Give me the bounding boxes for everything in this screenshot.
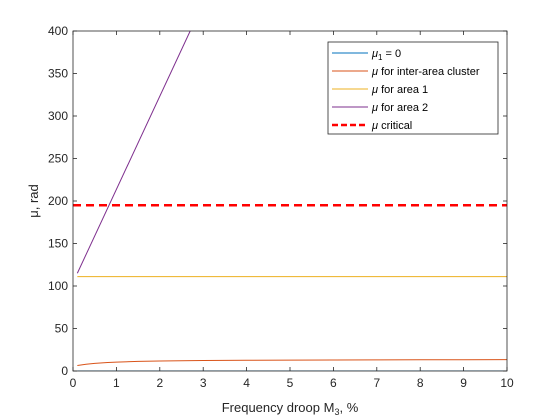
x-axis-label-subscript: 3 [334,407,339,417]
x-tick-label: 2 [156,376,163,390]
x-ticks: 0 1 2 3 4 5 6 7 8 9 10 [70,31,514,390]
x-tick-label: 4 [243,376,250,390]
y-tick-label: 50 [55,322,69,336]
series-line-1 [77,359,507,366]
legend-text: for inter-area cluster [378,66,480,78]
legend-symbol: μ [371,84,378,96]
legend-entry-1: μ for inter-area cluster [371,66,480,78]
x-tick-label: 8 [417,376,424,390]
legend-text: critical [378,120,412,132]
legend-text: for area 2 [378,102,428,114]
legend-text: = 0 [382,48,401,60]
legend-symbol: μ [371,120,378,132]
legend-subscript: 1 [378,53,383,62]
series-layer [73,31,507,371]
y-tick-label: 0 [61,364,68,378]
legend-symbol: μ [371,48,378,60]
x-axis-label: Frequency droop M3, % [222,400,359,417]
x-tick-label: 6 [330,376,337,390]
x-tick-label: 0 [70,376,77,390]
y-tick-label: 400 [48,24,68,38]
legend-entry-4: μ critical [371,120,412,132]
y-ticks: 0 50 100 150 200 250 300 350 400 [48,24,507,378]
legend-symbol: μ [371,102,378,114]
x-tick-label: 10 [500,376,514,390]
x-tick-label: 1 [113,376,120,390]
series-line-3 [76,31,191,274]
x-tick-label: 7 [373,376,380,390]
legend-text: for area 1 [378,84,428,96]
y-axis-label: μ, rad [26,184,41,218]
y-tick-label: 350 [48,67,68,81]
y-tick-label: 250 [48,152,68,166]
y-tick-label: 100 [48,279,68,293]
legend-symbol: μ [371,66,378,78]
legend-box [327,41,499,135]
y-tick-label: 150 [48,237,68,251]
x-tick-label: 3 [200,376,207,390]
legend-entry-3: μ for area 2 [371,102,428,114]
legend-entry-0: μ1 = 0 [371,48,401,62]
x-tick-label: 5 [287,376,294,390]
legend-entry-2: μ for area 1 [371,84,428,96]
x-tick-label: 9 [460,376,467,390]
y-tick-label: 300 [48,109,68,123]
y-tick-label: 200 [48,194,68,208]
x-axis-label-suffix: , % [339,400,358,415]
